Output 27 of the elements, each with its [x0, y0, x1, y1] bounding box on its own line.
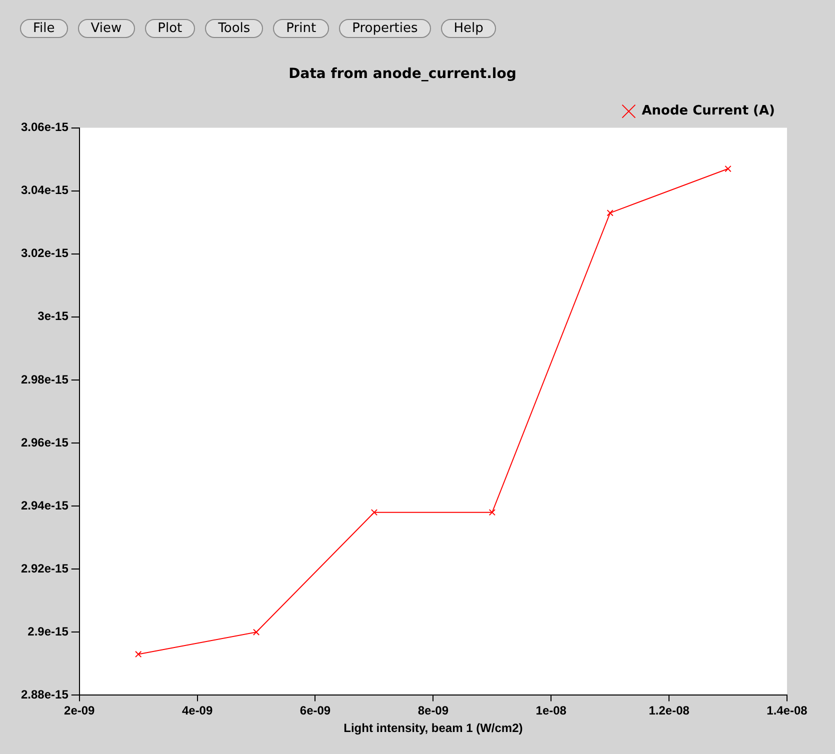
text: Plot — [144, 18, 196, 38]
x-tick-label: 1e-08 — [536, 704, 567, 718]
y-tick-label: 2.96e-15 — [21, 435, 69, 450]
text: Print — [273, 18, 330, 38]
text: Tools — [205, 18, 264, 38]
x-axis-title: Light intensity, beam 1 (W/cm2) — [344, 721, 523, 736]
x-tick-label: 6e-09 — [300, 704, 331, 718]
legend-label: Anode Current (A) — [642, 104, 776, 119]
y-tick-label: 3e-15 — [38, 309, 69, 324]
y-tick-label: 2.98e-15 — [21, 372, 69, 386]
text: View — [78, 18, 135, 38]
x-tick-label: 8e-09 — [418, 704, 449, 718]
x-tick-label: 4e-09 — [182, 704, 213, 718]
y-tick-label: 2.92e-15 — [21, 561, 69, 576]
y-tick-label: 2.9e-15 — [28, 624, 69, 638]
y-tick-label: 2.94e-15 — [21, 498, 69, 512]
chart-title: Data from anode_current.log — [288, 66, 516, 82]
y-tick-label: 3.04e-15 — [21, 183, 69, 198]
text: File — [20, 18, 68, 38]
y-tick-label: 3.06e-15 — [21, 120, 69, 134]
x-tick-label: 2e-09 — [64, 704, 96, 718]
text: Help — [440, 18, 496, 38]
text: Properties — [339, 18, 431, 38]
x-tick-label: 1.4e-08 — [766, 704, 808, 718]
x-tick-label: 1.2e-08 — [648, 704, 690, 718]
y-tick-label: 3.02e-15 — [21, 246, 69, 260]
y-tick-label: 2.88e-15 — [21, 688, 69, 702]
